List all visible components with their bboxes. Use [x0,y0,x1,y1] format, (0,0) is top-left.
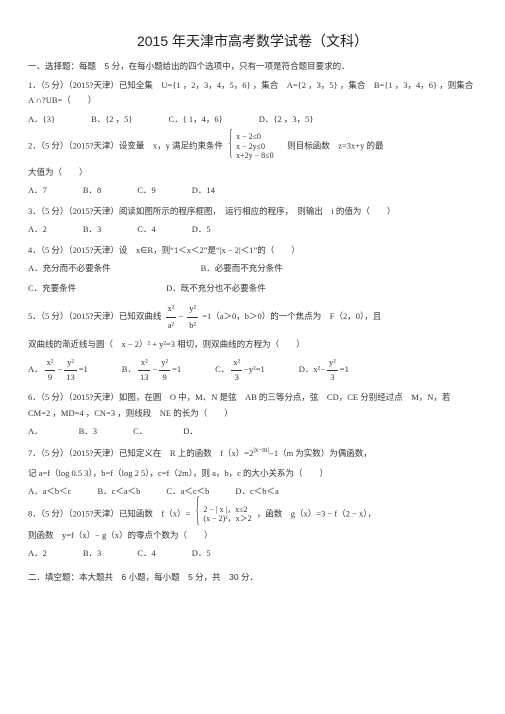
q2-A: A．7 [28,184,47,198]
q7-exp: |x−m| [253,446,269,454]
q3-D: D．5 [192,223,211,237]
question-3: 3．（5 分）（2015?天津）阅读如图所示的程序框图， 运行相应的程序， 则输… [28,204,477,219]
q1-D: D．{2 ，3，5} [259,113,314,127]
q7-B: B．c＜a＜b [97,485,140,499]
exam-title: 2015 年天津市高考数学试卷（文科） [28,30,477,52]
q3-options: A．2 B．3 C．4 D．5 [28,223,477,237]
q4-C: C．充要条件 [28,282,76,296]
q2-stem-b: 则目标函数 z=3x+y 的最 [279,141,384,151]
q2-options: A．7 B．8 C．9 D．14 [28,184,477,198]
q6-A: A． [28,425,43,439]
q8-stem-a: 8．（5 分）（2015?天津）已知函数 f（x）= [28,508,190,518]
q6-C: C． [133,425,147,439]
q3-B: B．3 [83,223,101,237]
q1-C: C．{ 1，4，6} [169,113,223,127]
q8-C: C．4 [137,547,155,561]
question-4: 4．（5 分）（2015?天津）设 x∈R，则“1＜x＜2”是“|x − 2|＜… [28,243,477,258]
q6-options: A． B．3 C． D． [28,425,477,439]
q4-options: A．充分而不必要条件 B．必要而不充分条件 [28,262,477,276]
q7-stem-a: 7．（5 分）（2015?天津）已知定义在 R 上的函数 f（x）=2 [28,448,253,458]
q2-stem-a: 2．（5 分）（2015?天津）设变量 x，y 满足约束条件 [28,141,223,151]
question-6: 6．（5 分）（2015?天津）如图，在圆 O 中，M、N 是弦 AB 的三等分… [28,390,477,421]
q8-options: A．2 B．3 C．4 D．5 [28,547,477,561]
q3-A: A．2 [28,223,47,237]
q2-constraints: x − 2≤0 x − 2y≤0 x+2y − 8≤0 [228,132,273,161]
q5-stem-b: =1（a＞0，b＞0）的一个焦点为 F（2，0），且 [202,311,381,321]
q8-stem-c: 则函数 y=f（x）− g（x）的零点个数为（ ） [28,528,477,543]
q6-B: B．3 [79,425,97,439]
q1-options: A．{3} B．{2 ，5} C．{ 1，4，6} D．{2 ，3，5} [28,113,477,127]
q4-B: B．必要而不充分条件 [201,262,283,276]
question-8: 8．（5 分）（2015?天津）已知函数 f（x）= 2 − | x |，x≤2… [28,505,477,524]
q7-C: C．a＜c＜b [166,485,209,499]
question-1: 1．（5 分）（2015?天津）已知全集 U={1 ，2，3，4，5，6} ，集… [28,78,477,109]
q5-stem-c: 双曲线的渐近线与圆（ x − 2）² + y²=3 相切，则双曲线的方程为（ ） [28,337,477,352]
q8-A: A．2 [28,547,47,561]
q2-B: B．8 [83,184,101,198]
q5-options: A．x²9−y²13=1 B．x²13−y²9=1 C．x²3−y²=1 D．x… [28,356,477,384]
q5-stem-a: 5．（5 分）（2015?天津）已知双曲线 [28,311,161,321]
question-7: 7．（5 分）（2015?天津）已知定义在 R 上的函数 f（x）=2|x−m|… [28,444,477,461]
q2-c3: x+2y − 8≤0 [236,151,273,161]
q1-A: A．{3} [28,113,55,127]
q2-D: D．14 [192,184,215,198]
q4-A: A．充分而不必要条件 [28,262,111,276]
q7-stem-d: 记 a=f（log 0.5 3），b=f（log 2 5），c=f（2m），则 … [28,466,477,481]
q6-D: D． [183,425,198,439]
q7-stem-c: −1（m 为实数）为偶函数， [269,448,372,458]
section-2-header: 二．填空题：本大题共 6 小题，每小题 5 分，共 30 分． [28,571,477,585]
q8-D: D．5 [192,547,211,561]
q2-c2: x − 2y≤0 [236,142,273,152]
question-5: 5．（5 分）（2015?天津）已知双曲线 x²a²− y²b² =1（a＞0，… [28,301,477,333]
q7-A: A．a＜b＜c [28,485,71,499]
q5-B: B．x²13−y²9=1 [122,356,181,384]
q8-stem-b: ，函数 g（x）=3 − f（2 − x）， [257,508,376,518]
q8-B: B．3 [83,547,101,561]
q2-stem-c: 大值为（ ） [28,165,477,180]
q5-frac-1: x²a² [166,301,177,333]
q7-options: A．a＜b＜c B．c＜a＜b C．a＜c＜b D．c＜b＜a [28,485,477,499]
q5-A: A．x²9−y²13=1 [28,356,88,384]
q2-C: C．9 [137,184,155,198]
q5-C: C．x²3−y²=1 [215,356,265,384]
q8-piecewise: 2 − | x |，x≤2 (x − 2)²，x＞2 [195,505,251,524]
q7-D: D．c＜b＜a [235,485,278,499]
q5-D: D．x²−y²3=1 [299,356,349,384]
q1-B: B．{2 ，5} [91,113,132,127]
question-2: 2．（5 分）（2015?天津）设变量 x，y 满足约束条件 x − 2≤0 x… [28,132,477,161]
section-1-header: 一、选择题：每题 5 分，在每小题给出的四个选项中，只有一项是符合题目要求的． [28,60,477,74]
q4-D: D．既不充分也不必要条件 [166,282,266,296]
q8-c1: 2 − | x |，x≤2 [203,505,251,515]
q5-frac-2: y²b² [187,301,198,333]
q3-C: C．4 [137,223,155,237]
q2-c1: x − 2≤0 [236,132,273,142]
q4-options-2: C．充要条件 D．既不充分也不必要条件 [28,282,477,296]
q8-c2: (x − 2)²，x＞2 [203,514,251,524]
